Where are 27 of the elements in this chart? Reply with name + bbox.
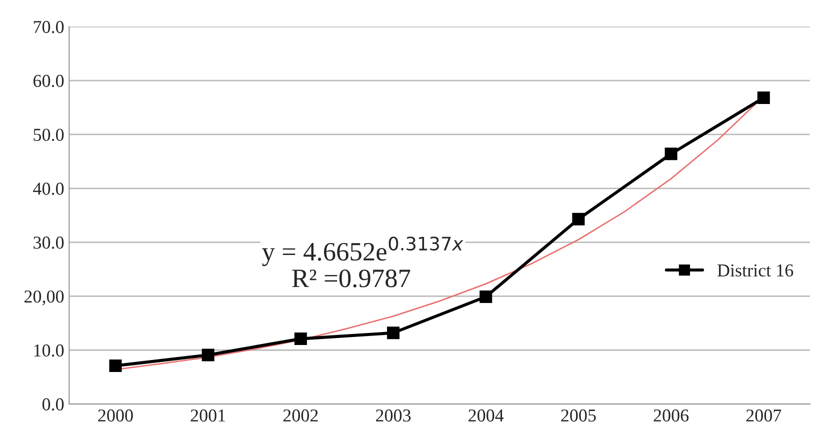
- y-tick-label: 60.0: [34, 74, 64, 88]
- point: [480, 290, 492, 303]
- x-tick-label: 2003: [376, 409, 411, 422]
- y-tick-label: 0.0: [42, 398, 64, 411]
- y-tick-label: 10.0: [34, 344, 64, 357]
- y-tick-label: 70.0: [34, 20, 64, 34]
- x-tick-label: 2001: [190, 409, 226, 422]
- x-tick-label: 2007: [746, 409, 782, 422]
- legend-label: District 16: [717, 264, 794, 277]
- y-tick-label: 30.0: [34, 236, 64, 249]
- annotation: y = 4.6652e$^{0.3137x}$: [262, 236, 464, 266]
- x-tick-label: 2002: [283, 409, 318, 422]
- point: [109, 360, 122, 372]
- y-tick-label: 50.0: [34, 128, 64, 141]
- point: [387, 326, 400, 340]
- x-tick-label: 2006: [654, 409, 689, 422]
- point: [202, 348, 214, 362]
- y-tick-label: 20,00: [24, 290, 64, 306]
- x-tick-label: 2005: [561, 409, 596, 422]
- annotation: R² =0.9787: [292, 269, 410, 288]
- point: [757, 92, 770, 104]
- y-tick-label: 40.0: [33, 182, 64, 195]
- x-tick-label: 2000: [98, 409, 133, 422]
- point: [294, 332, 307, 346]
- point: [572, 212, 585, 226]
- x-tick-label: 2004: [468, 409, 504, 422]
- point: [664, 148, 678, 160]
